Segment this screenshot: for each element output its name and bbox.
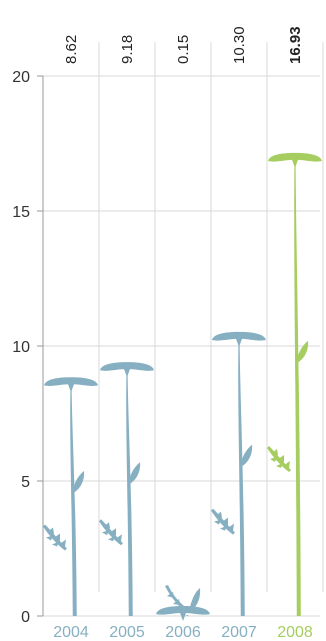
fern (43, 524, 67, 551)
fern (211, 508, 235, 535)
x-tick-label: 2007 (221, 624, 257, 641)
stem (294, 164, 301, 616)
flower-2007 (211, 331, 266, 616)
y-axis: 0 5 10 15 20 (12, 69, 44, 626)
stem (238, 343, 245, 616)
leaf (189, 588, 201, 612)
leaf (241, 444, 253, 467)
x-tick-label: 2005 (109, 624, 145, 641)
flower-head (212, 331, 266, 347)
flower-2005 (99, 362, 154, 616)
leaf (297, 340, 309, 363)
flower-marks (43, 152, 322, 621)
value-label: 0.15 (175, 35, 192, 64)
y-tick-label: 0 (21, 609, 30, 626)
flower-2004 (43, 377, 98, 616)
y-tick-label: 5 (21, 474, 30, 491)
flower-2008 (267, 152, 322, 616)
stem (70, 389, 77, 616)
value-label: 8.62 (63, 35, 80, 64)
flower-head (156, 605, 210, 621)
x-tick-label: 2004 (53, 624, 89, 641)
leaf (129, 462, 141, 485)
x-axis-categories: 2004 2005 2006 2007 2008 (53, 624, 313, 641)
fern (165, 585, 184, 608)
value-label: 9.18 (119, 35, 136, 64)
y-tick-label: 10 (12, 339, 30, 356)
grid-layer (43, 42, 324, 617)
flower-head (268, 152, 322, 168)
value-label: 16.93 (287, 26, 304, 64)
x-tick-label: 2008 (277, 624, 313, 641)
leaf (73, 471, 85, 494)
fern (267, 446, 291, 473)
value-labels: 8.62 9.18 0.15 10.30 16.93 (63, 26, 304, 64)
flower-2006 (156, 585, 210, 621)
y-tick-label: 20 (12, 69, 30, 86)
value-label: 10.30 (231, 26, 248, 64)
y-tick-label: 15 (12, 204, 30, 221)
flower-head (100, 362, 154, 378)
flower-head (44, 377, 98, 393)
x-tick-label: 2006 (165, 624, 201, 641)
stem (126, 374, 133, 616)
fern (99, 519, 123, 546)
